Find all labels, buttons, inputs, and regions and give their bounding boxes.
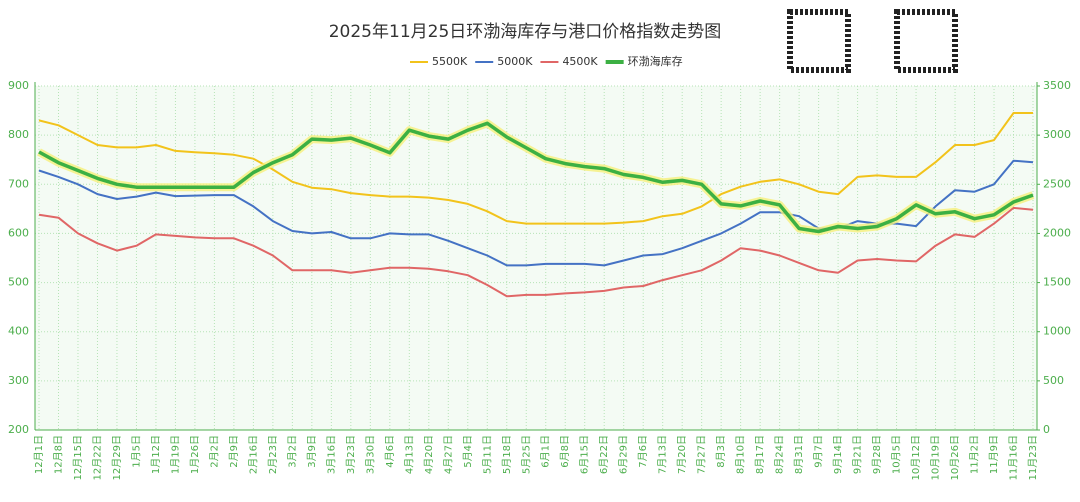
y-tick-label: 900 xyxy=(8,79,29,92)
x-tick-label: 11月16日 xyxy=(1008,435,1020,480)
x-tick-label: 2月23日 xyxy=(267,435,279,474)
y-tick-label: 700 xyxy=(8,177,29,190)
y2-tick-label: 0 xyxy=(1043,423,1050,436)
y2-tick-label: 500 xyxy=(1043,374,1064,387)
y2-tick-label: 1000 xyxy=(1043,325,1071,338)
x-tick-label: 3月2日 xyxy=(286,435,298,468)
x-tick-label: 3月9日 xyxy=(306,435,318,468)
legend-label: 4500K xyxy=(562,55,598,68)
x-tick-label: 1月5日 xyxy=(130,435,142,468)
x-tick-label: 7月13日 xyxy=(657,435,669,474)
x-tick-label: 5月18日 xyxy=(501,435,513,474)
x-tick-label: 4月13日 xyxy=(403,435,415,474)
y2-tick-label: 2000 xyxy=(1043,226,1071,239)
x-tick-label: 10月26日 xyxy=(949,435,961,480)
y-tick-label: 800 xyxy=(8,128,29,141)
y-tick-label: 300 xyxy=(8,374,29,387)
y2-tick-label: 3000 xyxy=(1043,128,1071,141)
x-tick-label: 11月23日 xyxy=(1027,435,1039,480)
x-tick-label: 6月29日 xyxy=(618,435,630,474)
x-tick-label: 3月16日 xyxy=(325,435,337,474)
x-tick-label: 10月19日 xyxy=(930,435,942,480)
line-series xyxy=(38,112,1033,225)
y2-tick-label: 2500 xyxy=(1043,177,1071,190)
x-tick-label: 9月14日 xyxy=(832,435,844,474)
x-tick-label: 12月8日 xyxy=(52,435,64,474)
x-tick-label: 5月4日 xyxy=(462,435,474,468)
x-tick-label: 8月31日 xyxy=(793,435,805,474)
x-tick-label: 9月28日 xyxy=(871,435,883,474)
line-series xyxy=(38,121,1034,234)
x-tick-label: 9月21日 xyxy=(852,435,864,474)
x-tick-label: 3月23日 xyxy=(345,435,357,474)
x-tick-label: 5月25日 xyxy=(520,435,532,474)
x-tick-label: 12月29日 xyxy=(111,435,123,480)
x-tick-label: 12月22日 xyxy=(91,435,103,480)
x-tick-label: 11月9日 xyxy=(988,435,1000,474)
x-tick-label: 2月9日 xyxy=(228,435,240,468)
x-tick-label: 6月8日 xyxy=(559,435,571,468)
plot-area xyxy=(35,86,1037,430)
x-tick-label: 1月12日 xyxy=(150,435,162,474)
legend-label: 环渤海库存 xyxy=(628,54,683,68)
x-tick-label: 7月27日 xyxy=(696,435,708,474)
y2-tick-label: 1500 xyxy=(1043,276,1071,289)
x-tick-label: 4月27日 xyxy=(442,435,454,474)
x-tick-label: 2月16日 xyxy=(247,435,259,474)
x-tick-label: 12月1日 xyxy=(33,435,45,474)
y-tick-label: 500 xyxy=(8,276,29,289)
legend-label: 5000K xyxy=(497,55,533,68)
legend-label: 5500K xyxy=(432,55,468,68)
x-tick-label: 5月11日 xyxy=(481,435,493,474)
x-tick-label: 7月6日 xyxy=(637,435,649,468)
y2-tick-label: 3500 xyxy=(1043,79,1071,92)
y-tick-label: 400 xyxy=(8,325,29,338)
qr-code xyxy=(787,9,958,73)
x-tick-label: 10月5日 xyxy=(891,435,903,474)
x-tick-label: 10月12日 xyxy=(910,435,922,480)
x-tick-label: 7月20日 xyxy=(676,435,688,474)
x-tick-label: 12月15日 xyxy=(72,435,84,480)
x-tick-label: 4月20日 xyxy=(423,435,435,474)
x-tick-label: 8月3日 xyxy=(715,435,727,468)
x-tick-label: 6月15日 xyxy=(579,435,591,474)
chart-title: 2025年11月25日环渤海库存与港口价格指数走势图 xyxy=(329,22,722,42)
x-tick-label: 4月6日 xyxy=(384,435,396,468)
y-tick-label: 600 xyxy=(8,226,29,239)
x-tick-label: 9月7日 xyxy=(813,435,825,468)
x-tick-label: 3月30日 xyxy=(364,435,376,474)
x-tick-label: 8月10日 xyxy=(735,435,747,474)
x-tick-label: 1月26日 xyxy=(189,435,201,474)
x-tick-label: 1月19日 xyxy=(169,435,181,474)
line-series xyxy=(38,206,1034,298)
x-tick-label: 6月22日 xyxy=(598,435,610,474)
x-tick-label: 8月17日 xyxy=(754,435,766,474)
x-tick-label: 8月24日 xyxy=(774,435,786,474)
line-series xyxy=(38,159,1034,267)
x-tick-label: 6月1日 xyxy=(540,435,552,468)
x-tick-label: 11月2日 xyxy=(969,435,981,474)
y-tick-label: 200 xyxy=(8,423,29,436)
x-tick-label: 2月2日 xyxy=(208,435,220,468)
